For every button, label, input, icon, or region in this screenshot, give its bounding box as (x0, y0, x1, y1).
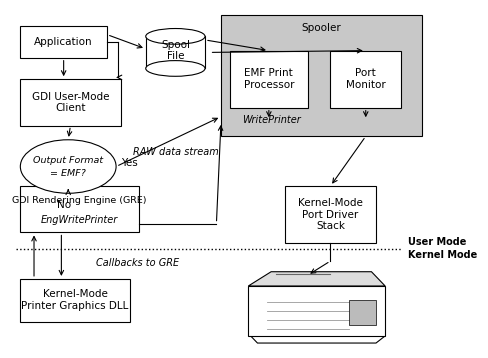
Text: GDI Rendering Engine (GRE): GDI Rendering Engine (GRE) (12, 197, 147, 205)
FancyBboxPatch shape (221, 15, 422, 136)
Text: Kernel Mode: Kernel Mode (408, 250, 477, 260)
Text: Spooler: Spooler (302, 23, 341, 33)
Text: Yes: Yes (121, 158, 138, 168)
FancyBboxPatch shape (146, 37, 205, 68)
Text: Kernel-Mode
Printer Graphics DLL: Kernel-Mode Printer Graphics DLL (21, 290, 129, 311)
Ellipse shape (146, 61, 205, 76)
Polygon shape (248, 272, 385, 286)
Text: User Mode: User Mode (408, 237, 467, 247)
Text: WritePrinter: WritePrinter (242, 115, 301, 125)
FancyBboxPatch shape (20, 186, 139, 232)
FancyBboxPatch shape (20, 79, 121, 126)
Text: Kernel-Mode
Port Driver
Stack: Kernel-Mode Port Driver Stack (298, 198, 363, 231)
Text: Application: Application (34, 37, 93, 47)
FancyBboxPatch shape (330, 50, 401, 108)
Text: = EMF?: = EMF? (50, 169, 86, 178)
Text: EMF Print
Processor: EMF Print Processor (244, 68, 294, 90)
Text: GDI User-Mode
Client: GDI User-Mode Client (32, 92, 109, 113)
Text: EngWritePrinter: EngWritePrinter (41, 214, 118, 224)
FancyBboxPatch shape (230, 50, 307, 108)
FancyBboxPatch shape (348, 300, 376, 325)
FancyBboxPatch shape (20, 26, 107, 58)
Text: RAW data stream: RAW data stream (133, 147, 218, 157)
Text: No: No (57, 200, 71, 210)
FancyBboxPatch shape (285, 186, 376, 243)
Polygon shape (251, 336, 385, 343)
FancyBboxPatch shape (20, 279, 130, 321)
Text: Callbacks to GRE: Callbacks to GRE (96, 258, 179, 268)
Text: Spool
File: Spool File (161, 40, 190, 62)
Polygon shape (248, 286, 385, 336)
Text: Port
Monitor: Port Monitor (346, 68, 386, 90)
Ellipse shape (20, 140, 116, 193)
Ellipse shape (146, 29, 205, 44)
Text: Output Format: Output Format (33, 156, 103, 165)
